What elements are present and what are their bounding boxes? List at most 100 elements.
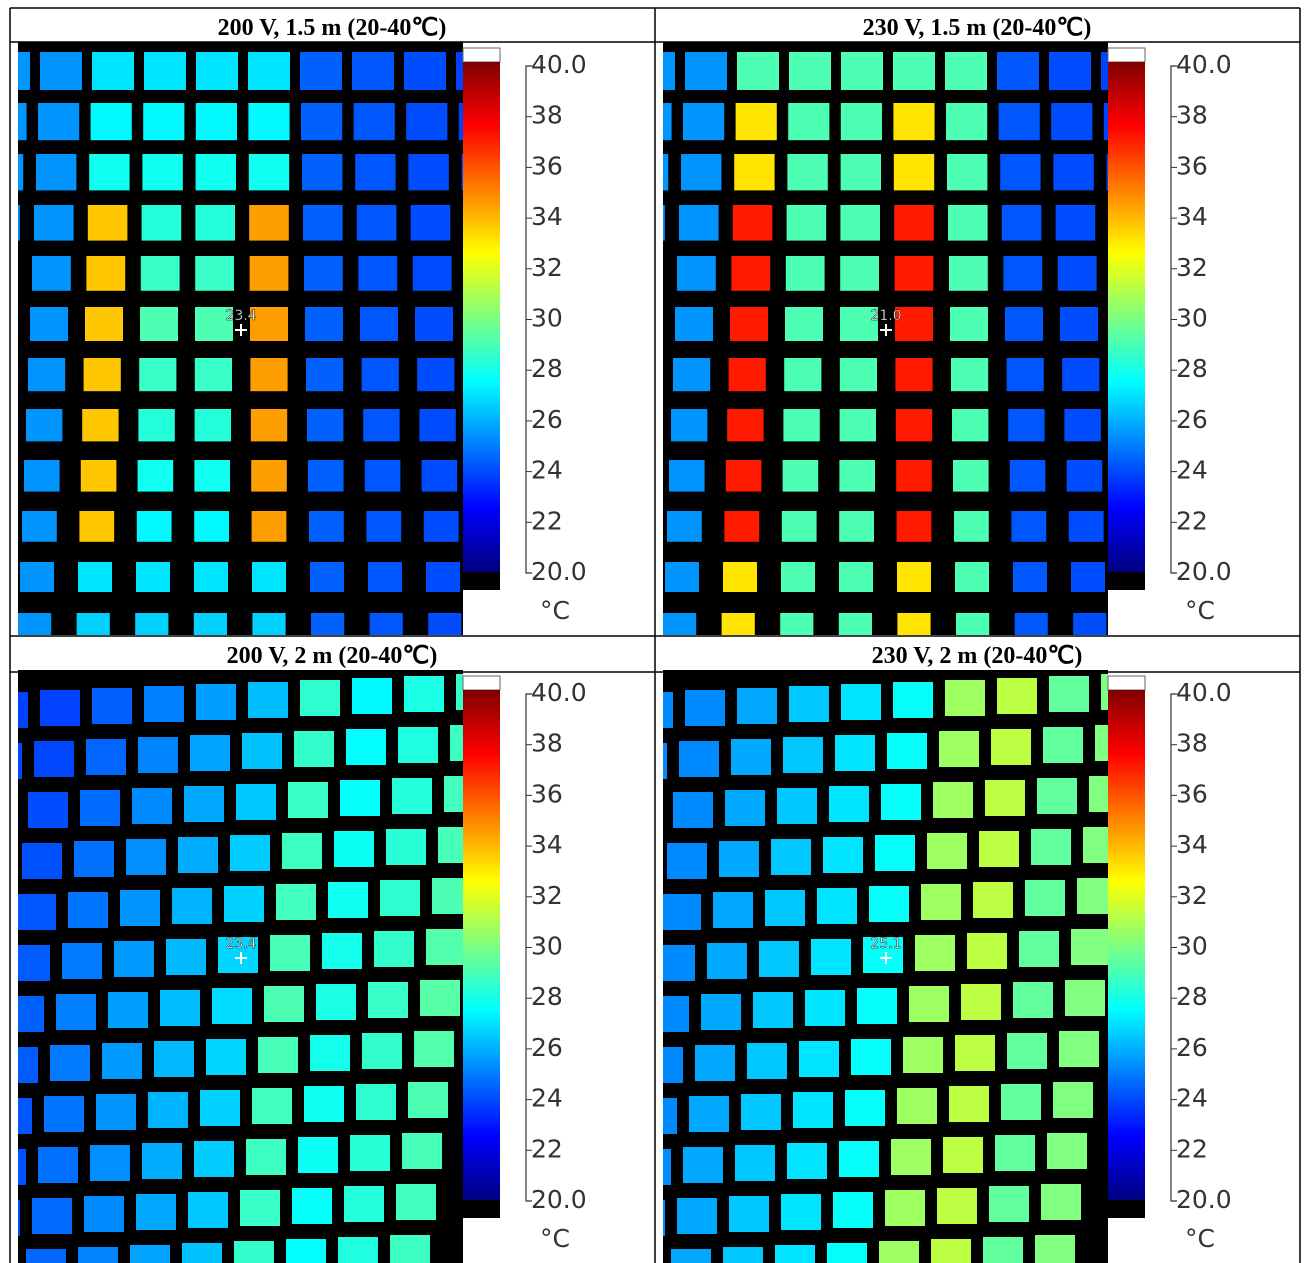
- thermal-cell: [212, 988, 252, 1024]
- thermal-cell: [1008, 409, 1045, 442]
- thermal-cell: [86, 739, 126, 775]
- thermal-cell: [701, 994, 741, 1030]
- thermal-cell: [456, 52, 463, 90]
- thermal-cell: [591, 1049, 631, 1085]
- thermal-cell: [839, 409, 876, 442]
- thermal-cell: [956, 613, 990, 635]
- thermal-cell: [945, 680, 985, 716]
- thermal-cell: [663, 205, 665, 241]
- thermal-cell: [18, 743, 22, 779]
- thermal-cell: [18, 154, 24, 191]
- thermal-cell: [92, 52, 134, 90]
- thermal-cell: [355, 154, 396, 191]
- thermal-cell: [78, 562, 112, 592]
- thermal-cell: [1043, 727, 1083, 763]
- thermal-cell: [0, 460, 3, 492]
- colorbar-tick: 20.0: [531, 557, 587, 586]
- thermal-cell: [667, 511, 702, 542]
- thermal-cell: [450, 725, 463, 761]
- thermal-cell: [62, 943, 102, 979]
- colorbar: [1108, 690, 1145, 1200]
- thermal-cell: [1000, 154, 1041, 191]
- thermal-cell: [946, 103, 988, 141]
- thermal-cell: [234, 1241, 274, 1263]
- thermal-cell: [781, 1194, 821, 1230]
- thermal-cell: [421, 460, 458, 492]
- thermal-cell: [891, 1139, 931, 1175]
- thermal-cell: [895, 409, 933, 442]
- colorbar-tick: 40.0: [1176, 50, 1232, 79]
- thermal-cell: [787, 1143, 827, 1179]
- thermal-cell: [74, 841, 114, 877]
- colorbar-top: [1107, 47, 1146, 63]
- thermal-cell: [1073, 613, 1107, 635]
- thermal-cell: [248, 154, 290, 191]
- thermal-cell: [140, 307, 178, 341]
- thermal-cell: [0, 794, 16, 830]
- thermal-cell: [723, 1247, 763, 1263]
- panel-title: 200 V, 2 m (20-40℃): [227, 643, 438, 669]
- thermal-cell: [741, 1094, 781, 1130]
- thermal-cell: [338, 1237, 378, 1263]
- colorbar-tick: 36: [531, 779, 563, 808]
- thermal-cell: [579, 1151, 619, 1187]
- thermal-cell: [609, 896, 649, 932]
- thermal-cell: [18, 613, 52, 635]
- thermal-cell: [875, 835, 915, 871]
- thermal-cell: [967, 933, 1007, 969]
- thermal-cell: [154, 1041, 194, 1077]
- thermal-cell: [340, 780, 380, 816]
- thermal-cell: [196, 684, 236, 720]
- thermal-cell: [1064, 409, 1101, 442]
- thermal-cell: [18, 1149, 26, 1185]
- thermal-cell: [398, 727, 438, 763]
- thermal-cell: [841, 684, 881, 720]
- thermal-cell: [663, 154, 669, 191]
- thermal-cell: [195, 205, 235, 241]
- crosshair: [235, 952, 247, 964]
- thermal-cell: [364, 460, 401, 492]
- thermal-cell: [251, 511, 287, 542]
- thermal-cell: [939, 731, 979, 767]
- thermal-cell: [18, 996, 44, 1032]
- thermal-cell: [102, 1043, 142, 1079]
- thermal-cell: [895, 307, 933, 341]
- thermal-cell: [663, 894, 701, 930]
- thermal-cell: [366, 511, 402, 542]
- thermal-cell: [0, 358, 10, 391]
- thermal-cell: [420, 980, 460, 1016]
- thermal-cell: [948, 205, 988, 241]
- thermal-cell: [615, 409, 651, 441]
- thermal-image: [0, 42, 463, 635]
- thermal-cell: [402, 1133, 442, 1169]
- thermal-cell: [683, 103, 725, 141]
- thermal-cell: [368, 562, 402, 592]
- thermal-cell: [895, 358, 933, 392]
- thermal-cell: [1014, 613, 1048, 635]
- thermal-cell: [799, 1041, 839, 1077]
- thermal-cell: [26, 1249, 66, 1263]
- colorbar-tick: 36: [1176, 151, 1208, 180]
- thermal-cell: [309, 511, 344, 542]
- thermal-cell: [308, 460, 344, 492]
- thermal-cell: [839, 460, 875, 492]
- thermal-cell: [1013, 562, 1047, 592]
- colorbar-tick: 24: [531, 456, 563, 485]
- spot-reading: 23.4: [225, 308, 256, 324]
- thermal-cell: [1047, 1133, 1087, 1169]
- thermal-cell: [276, 884, 316, 920]
- thermal-cell: [949, 1086, 989, 1122]
- thermal-cell: [410, 205, 451, 241]
- thermal-cell: [28, 358, 66, 392]
- thermal-cell: [252, 1088, 292, 1124]
- thermal-cell: [40, 52, 82, 90]
- colorbar: [463, 62, 500, 572]
- thermal-cell: [737, 688, 777, 724]
- thermal-cell: [178, 837, 218, 873]
- thermal-cell: [724, 511, 760, 542]
- thermal-cell: [1051, 103, 1093, 141]
- colorbar: [463, 690, 500, 1200]
- colorbar-bottom: [1108, 1200, 1145, 1218]
- thermal-cell: [840, 103, 882, 141]
